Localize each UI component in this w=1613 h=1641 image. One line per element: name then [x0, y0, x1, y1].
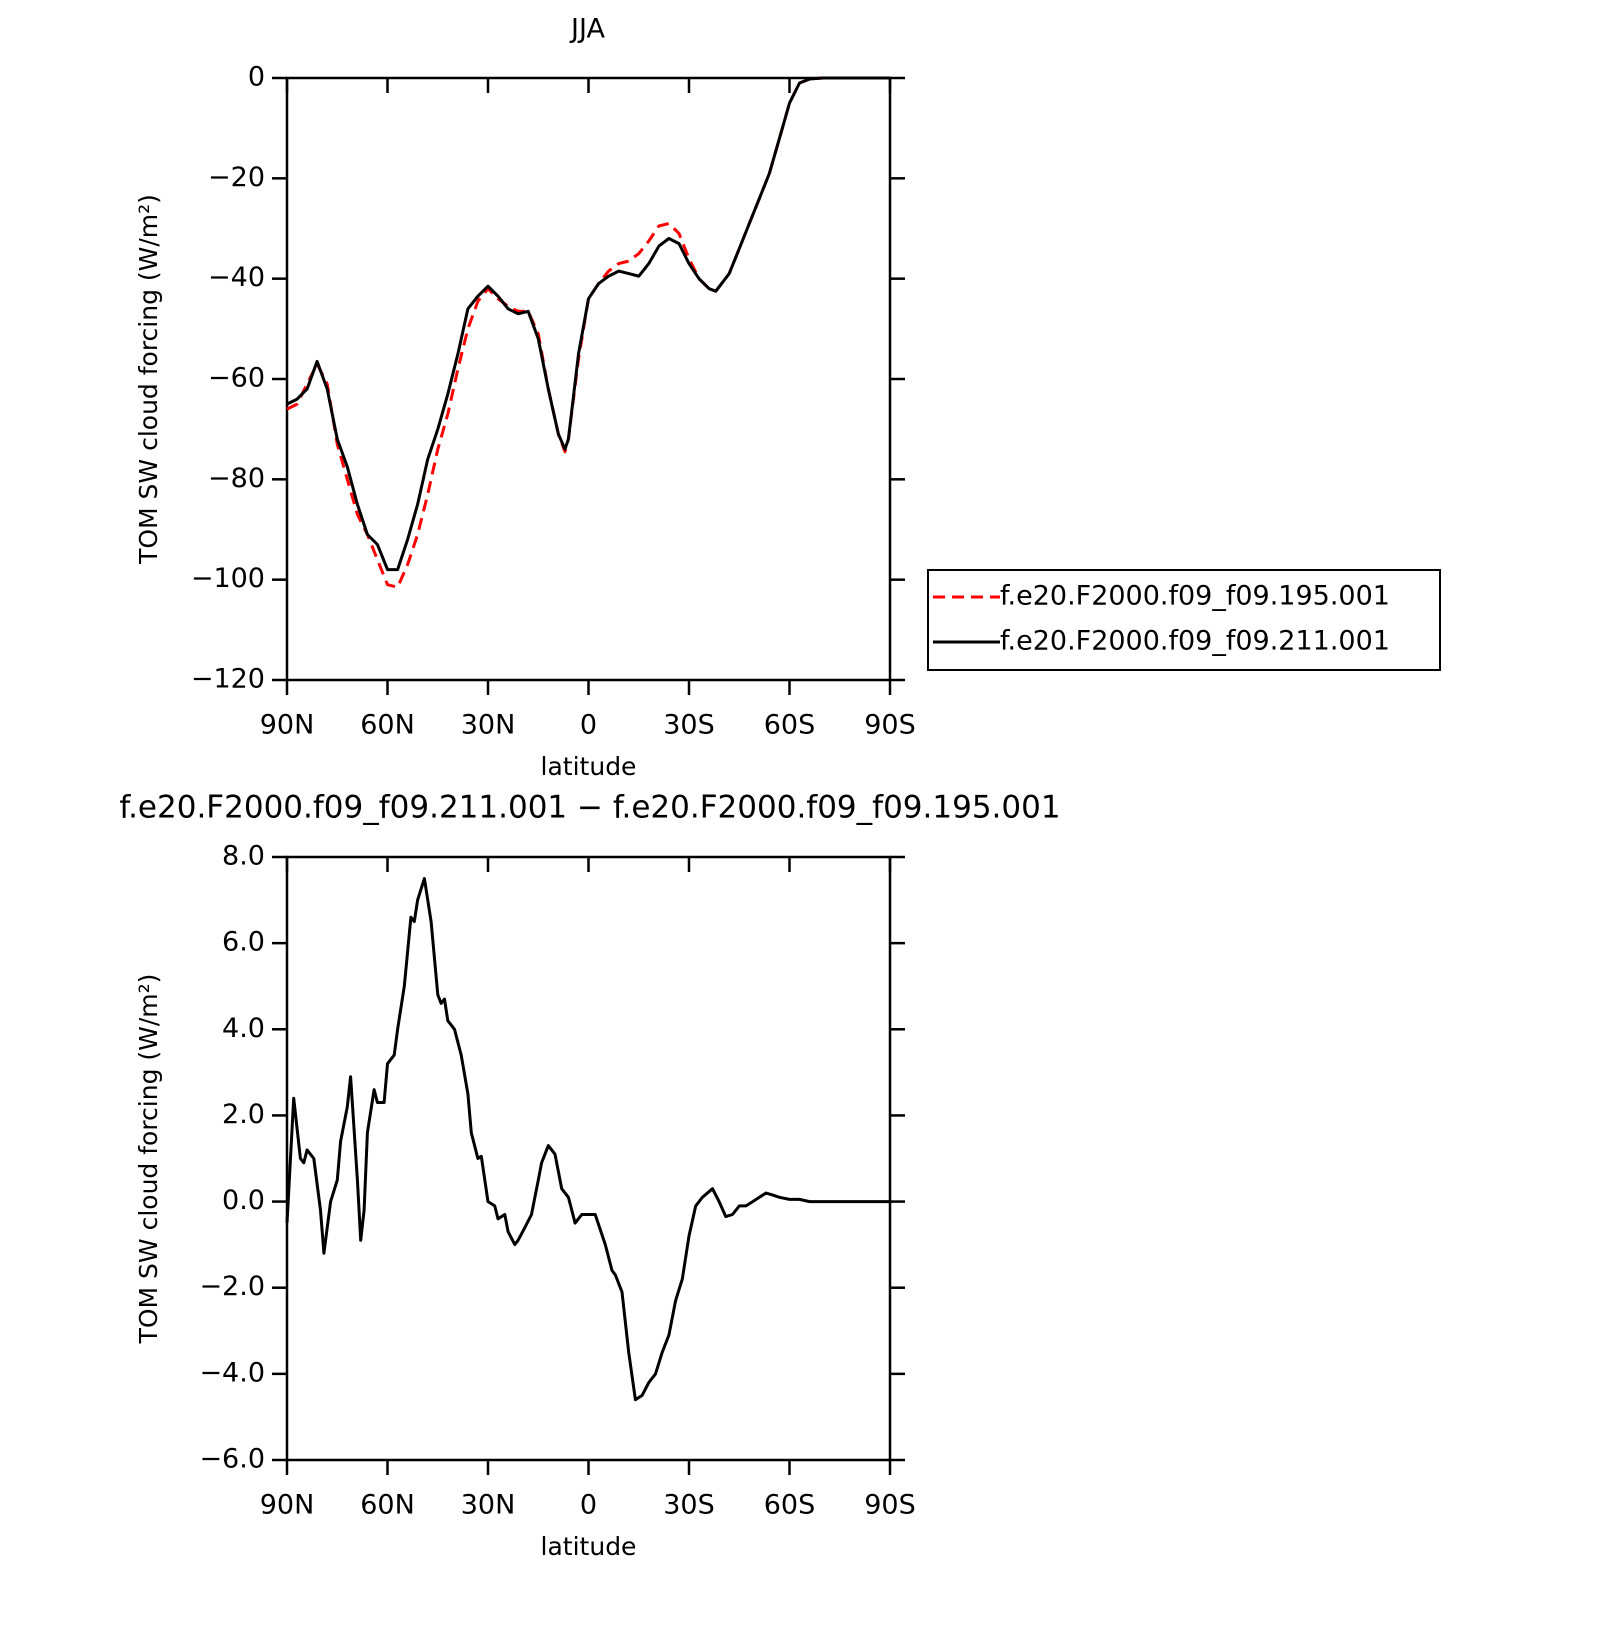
line-series [286, 76, 890, 589]
y-axis-label: TOM SW cloud forcing (W/m²) [134, 194, 163, 565]
line-series [286, 76, 890, 572]
x-tick-label: 30S [663, 1490, 715, 1521]
x-tick-label: 30S [663, 710, 715, 741]
x-axis-label: latitude [541, 1532, 637, 1561]
x-axis-label: latitude [541, 752, 637, 781]
plot-frame [285, 855, 892, 1462]
x-tick-label: 60N [360, 1490, 415, 1521]
chart-title: JJA [569, 14, 605, 45]
y-tick-label: −100 [191, 563, 265, 594]
y-tick-label: 8.0 [222, 841, 265, 872]
x-tick-label: 60N [360, 710, 415, 741]
legend-box [927, 569, 1441, 671]
x-tick-label: 90N [260, 710, 315, 741]
y-tick-label: 0.0 [222, 1185, 265, 1216]
y-tick-label: −4.0 [199, 1357, 265, 1388]
x-tick-label: 90S [864, 710, 916, 741]
y-tick-label: 4.0 [222, 1013, 265, 1044]
y-tick-label: −80 [208, 463, 265, 494]
x-tick-label: 0 [580, 1490, 597, 1521]
legend-label: f.e20.F2000.f09_f09.195.001 [1000, 581, 1390, 612]
x-tick-label: 60S [764, 1490, 816, 1521]
x-tick-label: 90N [260, 1490, 315, 1521]
x-tick-label: 90S [864, 1490, 916, 1521]
y-tick-label: 0 [248, 62, 265, 93]
x-tick-label: 30N [461, 710, 516, 741]
x-tick-label: 60S [764, 710, 816, 741]
y-tick-label: −40 [208, 262, 265, 293]
y-tick-label: −60 [208, 363, 265, 394]
y-axis-label: TOM SW cloud forcing (W/m²) [134, 974, 163, 1345]
x-tick-label: 30N [461, 1490, 516, 1521]
plot-frame [285, 76, 892, 682]
y-tick-label: −120 [191, 664, 265, 695]
legend-label: f.e20.F2000.f09_f09.211.001 [1000, 626, 1390, 657]
y-tick-label: 2.0 [222, 1099, 265, 1130]
y-tick-label: −6.0 [199, 1444, 265, 1475]
y-tick-label: −2.0 [199, 1271, 265, 1302]
x-tick-label: 0 [580, 710, 597, 741]
line-series [285, 877, 890, 1402]
y-tick-label: 6.0 [222, 927, 265, 958]
chart-title: f.e20.F2000.f09_f09.211.001 − f.e20.F200… [119, 790, 1060, 826]
y-tick-label: −20 [208, 162, 265, 193]
